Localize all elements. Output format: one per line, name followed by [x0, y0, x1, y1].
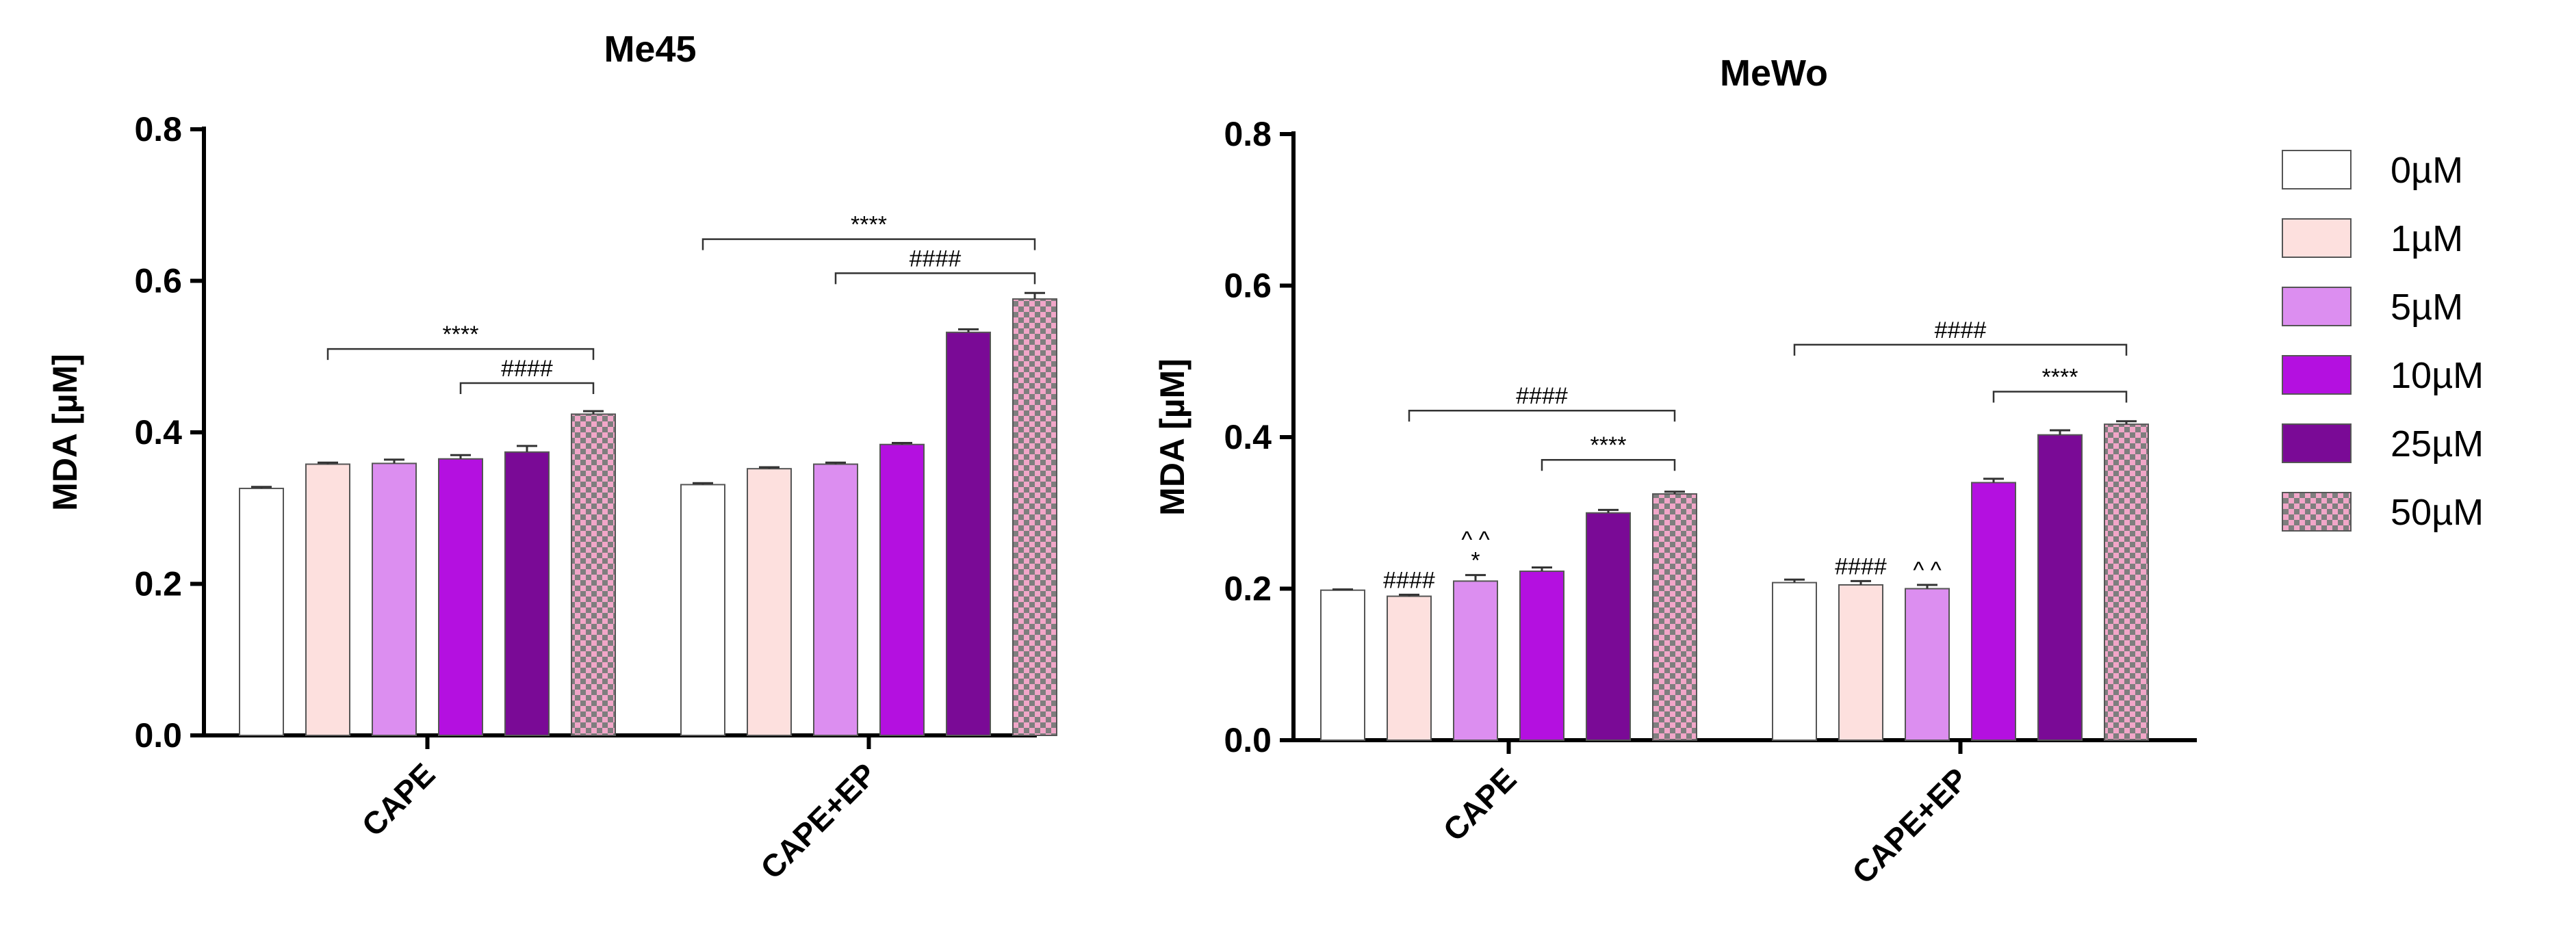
y-axis-label: MDA [µM] [1153, 358, 1192, 516]
bar-50µM-CAPE [571, 413, 616, 736]
significance-label: #### [501, 356, 553, 382]
bar-10µM-CAPE [1519, 571, 1564, 742]
bar-annotation: ^ ^ [1461, 527, 1489, 553]
legend-label: 25µM [2391, 423, 2484, 465]
chart-0: Me45 MDA [µM] 0.0 0.2 0.4 0.6 0.8 CAPE CAPE+EP **… [46, 29, 1057, 886]
x-tick-label: CAPE+EP [754, 756, 884, 886]
significance-bracket: #### [459, 356, 595, 395]
y-tick-label: 0.2 [1224, 570, 1272, 608]
y-tick-label: 0.4 [1224, 418, 1272, 456]
legend-label: 50µM [2391, 492, 2484, 533]
significance-bracket: #### [1793, 317, 2128, 356]
legend-label: 0µM [2391, 150, 2463, 191]
significance-label: #### [1516, 383, 1568, 409]
bar-0µM-CAPE+EP [680, 484, 725, 736]
bar-25µM-CAPE+EP [2037, 434, 2083, 741]
significance-label: **** [1590, 432, 1627, 458]
legend-label: 1µM [2391, 218, 2463, 259]
significance-label: **** [851, 212, 887, 238]
x-tick-label: CAPE+EP [1845, 761, 1975, 891]
significance-label: **** [2042, 365, 2078, 391]
legend-swatch [2282, 150, 2352, 189]
y-tick-label: 0.6 [134, 262, 182, 300]
significance-bracket: #### [1408, 383, 1676, 422]
bar-5µM-CAPE+EP [813, 463, 858, 736]
bar-0µM-CAPE+EP [1772, 581, 1817, 742]
legend-item-0µM: 0µM [2282, 150, 2463, 191]
bar-50µM-CAPE+EP [2104, 423, 2149, 741]
y-tick-label: 0.8 [1224, 115, 1272, 153]
bar-10µM-CAPE+EP [1971, 482, 2016, 741]
bar-10µM-CAPE [438, 458, 483, 736]
bar-0µM-CAPE [239, 487, 284, 737]
significance-bracket: **** [701, 212, 1036, 250]
bar-1µM-CAPE [305, 463, 350, 736]
bar-annotation: ^ ^ [1913, 558, 1941, 584]
bar-25µM-CAPE [504, 451, 550, 736]
bar-25µM-CAPE [1586, 512, 1631, 741]
y-axis-label: MDA [µM] [46, 354, 84, 511]
bar-annotation: #### [1835, 553, 1887, 579]
chart-title: MeWo [1720, 53, 1828, 94]
chart-title: Me45 [604, 29, 696, 70]
legend: 0µM 1µM 5µM 10µM 25µM 50µM [2282, 150, 2484, 533]
bar-5µM-CAPE+EP [1905, 588, 1950, 741]
bar-50µM-CAPE+EP [1012, 298, 1057, 736]
bar-1µM-CAPE+EP [747, 468, 792, 736]
legend-label: 5µM [2391, 287, 2463, 328]
legend-swatch [2282, 492, 2352, 532]
bar-50µM-CAPE [1652, 493, 1697, 741]
significance-label: #### [1935, 317, 1987, 343]
legend-item-25µM: 25µM [2282, 423, 2484, 465]
y-tick-label: 0.4 [134, 413, 182, 452]
y-tick-label: 0.8 [134, 110, 182, 148]
chart-1: MeWo MDA [µM] 0.0 0.2 0.4 0.6 0.8 CAPE CAPE+EP ##… [1153, 53, 2197, 891]
significance-bracket: **** [1992, 365, 2128, 403]
legend-item-10µM: 10µM [2282, 355, 2484, 396]
bar-annotation: #### [1383, 567, 1435, 593]
legend-swatch [2282, 287, 2352, 326]
legend-swatch [2282, 423, 2352, 463]
y-tick-label: 0.6 [1224, 267, 1272, 305]
significance-label: **** [443, 322, 479, 348]
legend-item-50µM: 50µM [2282, 492, 2484, 533]
legend-swatch [2282, 355, 2352, 395]
y-tick-label: 0.2 [134, 565, 182, 603]
legend-item-5µM: 5µM [2282, 287, 2463, 328]
y-tick-label: 0.0 [134, 716, 182, 755]
bar-annotation: * [1471, 548, 1480, 574]
bar-10µM-CAPE+EP [879, 443, 925, 736]
significance-label: #### [910, 246, 962, 272]
bar-5µM-CAPE [1453, 580, 1498, 741]
y-tick-label: 0.0 [1224, 721, 1272, 759]
legend-label: 10µM [2391, 355, 2484, 396]
legend-item-1µM: 1µM [2282, 218, 2463, 259]
significance-bracket: #### [834, 246, 1036, 285]
bar-1µM-CAPE [1387, 595, 1432, 742]
significance-bracket: **** [326, 322, 595, 361]
significance-bracket: **** [1541, 432, 1676, 471]
bar-0µM-CAPE [1320, 589, 1365, 742]
bar-1µM-CAPE+EP [1838, 584, 1883, 742]
x-tick-label: CAPE [355, 756, 441, 843]
x-tick-label: CAPE [1436, 761, 1523, 848]
legend-swatch [2282, 218, 2352, 258]
bar-25µM-CAPE+EP [946, 331, 991, 736]
bar-5µM-CAPE [372, 462, 417, 736]
